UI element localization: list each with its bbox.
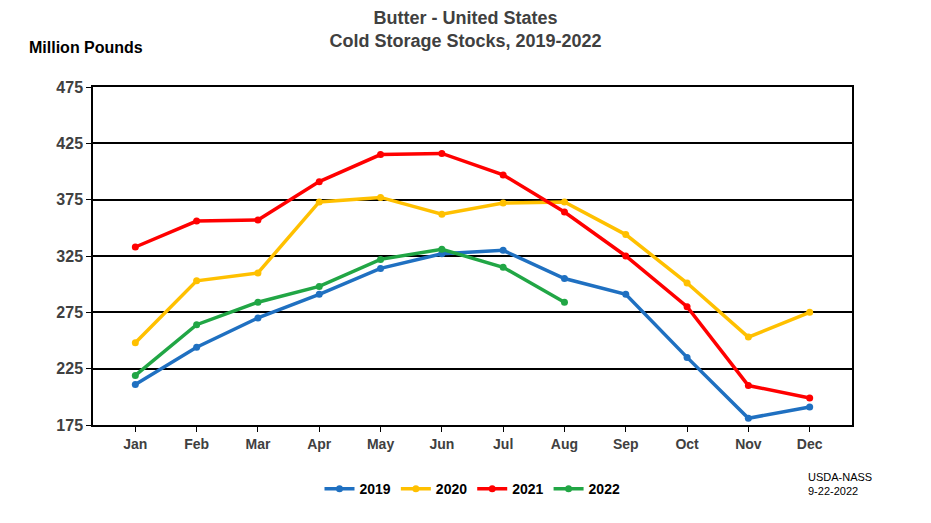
svg-text:Sep: Sep (613, 436, 639, 452)
svg-text:175: 175 (56, 417, 83, 434)
svg-text:Jan: Jan (123, 436, 147, 452)
svg-text:Oct: Oct (675, 436, 699, 452)
svg-text:375: 375 (56, 191, 83, 208)
svg-text:325: 325 (56, 248, 83, 265)
svg-text:2021: 2021 (512, 481, 543, 497)
svg-text:2019: 2019 (360, 481, 391, 497)
svg-text:475: 475 (56, 79, 83, 96)
svg-text:2022: 2022 (589, 481, 620, 497)
svg-text:Butter - United StatesCold Sto: Butter - United StatesCold Storage Stock… (329, 8, 601, 51)
svg-text:USDA-NASS9-22-2022: USDA-NASS9-22-2022 (808, 471, 872, 497)
svg-text:Apr: Apr (307, 436, 332, 452)
svg-text:Jun: Jun (429, 436, 454, 452)
svg-text:Nov: Nov (735, 436, 762, 452)
svg-text:Mar: Mar (245, 436, 270, 452)
svg-text:Aug: Aug (551, 436, 578, 452)
svg-text:Dec: Dec (797, 436, 823, 452)
svg-text:Feb: Feb (184, 436, 209, 452)
svg-text:Jul: Jul (493, 436, 513, 452)
svg-text:Million Pounds: Million Pounds (29, 39, 143, 56)
svg-text:May: May (367, 436, 394, 452)
svg-text:225: 225 (56, 360, 83, 377)
svg-text:425: 425 (56, 135, 83, 152)
svg-text:2020: 2020 (436, 481, 467, 497)
svg-text:275: 275 (56, 304, 83, 321)
